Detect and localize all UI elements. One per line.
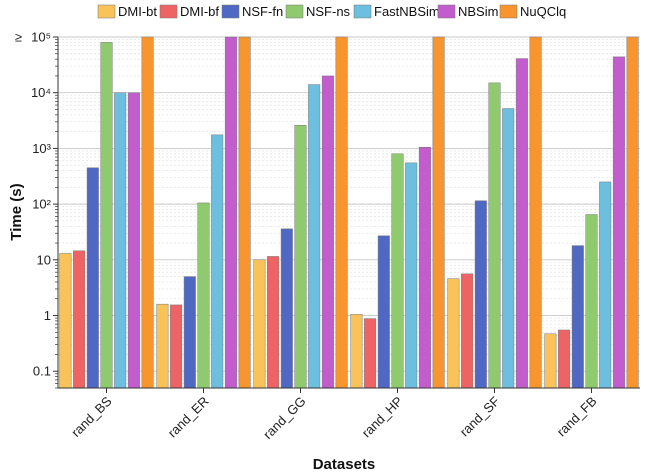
legend-label-FastNBSim: FastNBSim — [374, 4, 440, 19]
bar-FastNBSim-rand_BS — [114, 92, 127, 389]
bar-NSF-fn-rand_FB — [571, 245, 584, 389]
legend-label-NSF-ns: NSF-ns — [306, 4, 351, 19]
bar-DMI-bt-rand_ER — [156, 303, 169, 389]
bar-NuQClq-rand_GG — [335, 36, 348, 389]
legend-label-DMI-bf: DMI-bf — [180, 4, 219, 19]
x-tick-label: rand_ER — [165, 394, 212, 441]
legend-swatch-DMI-bt — [97, 4, 116, 19]
legend-swatch-FastNBSim — [353, 4, 372, 19]
bar-NSF-ns-rand_FB — [585, 214, 598, 389]
bar-NSF-fn-rand_ER — [183, 276, 196, 389]
legend-label-NSF-fn: NSF-fn — [242, 4, 283, 19]
bar-DMI-bt-rand_SF — [447, 278, 460, 389]
y-tick-label: 10 — [37, 252, 51, 267]
bar-NuQClq-rand_FB — [626, 36, 639, 389]
x-axis-ticks: rand_BS rand_ER rand_GG rand_HP rand_SF rand_… — [68, 388, 600, 442]
bar-DMI-bf-rand_FB — [558, 329, 571, 389]
bar-NuQClq-rand_BS — [141, 36, 154, 389]
bar-NSF-fn-rand_GG — [280, 228, 293, 389]
bar-DMI-bf-rand_SF — [461, 273, 474, 389]
bar-DMI-bt-rand_BS — [59, 253, 72, 389]
legend: DMI-bt DMI-bf NSF-fn NSF-ns FastNBSim NBSim Nu… — [97, 4, 566, 19]
bar-NBSim-rand_FB — [612, 56, 625, 389]
x-tick-label: rand_SF — [457, 393, 503, 439]
bar-NSF-ns-rand_GG — [294, 125, 307, 389]
bar-NSF-fn-rand_SF — [474, 200, 487, 389]
bar-NBSim-rand_GG — [321, 75, 334, 389]
bar-DMI-bt-rand_GG — [253, 259, 266, 389]
bar-NBSim-rand_HP — [418, 146, 431, 389]
x-tick-label: rand_HP — [359, 394, 406, 441]
y-tick-label: 10⁴ — [31, 85, 51, 100]
bar-NBSim-rand_ER — [224, 36, 237, 389]
bar-NuQClq-rand_SF — [529, 36, 542, 389]
bar-DMI-bf-rand_GG — [267, 256, 280, 389]
y-tick-label: 0.1 — [33, 364, 51, 379]
y-axis-label: Time (s) — [8, 183, 25, 240]
legend-swatch-NBSim — [437, 4, 456, 19]
legend-label-DMI-bt: DMI-bt — [118, 4, 157, 19]
legend-swatch-NSF-ns — [285, 4, 304, 19]
x-axis-label: Datasets — [313, 456, 376, 473]
bar-NSF-fn-rand_BS — [86, 167, 99, 389]
bar-NuQClq-rand_ER — [238, 36, 251, 389]
bar-NSF-ns-rand_ER — [197, 202, 210, 389]
bar-FastNBSim-rand_ER — [211, 134, 224, 389]
y-tick-label: 10³ — [32, 141, 51, 156]
y-tick-label: 10⁵ — [31, 30, 51, 45]
x-tick-label: rand_BS — [68, 393, 115, 440]
legend-label-NuQClq: NuQClq — [520, 4, 566, 19]
bar-NSF-ns-rand_HP — [391, 153, 404, 389]
bar-DMI-bf-rand_HP — [364, 318, 377, 389]
bar-FastNBSim-rand_HP — [405, 162, 418, 389]
bar-NuQClq-rand_HP — [432, 36, 445, 389]
legend-label-NBSim: NBSim — [458, 4, 498, 19]
legend-swatch-NSF-fn — [221, 4, 240, 19]
bar-NSF-ns-rand_SF — [488, 82, 501, 389]
bar-NSF-fn-rand_HP — [377, 235, 390, 389]
bars — [59, 36, 639, 389]
x-tick-label: rand_GG — [260, 394, 308, 442]
bar-FastNBSim-rand_SF — [502, 108, 515, 389]
x-tick-label: rand_FB — [554, 394, 600, 440]
bar-NSF-ns-rand_BS — [100, 42, 113, 389]
y-tick-label: 1 — [44, 308, 51, 323]
bar-FastNBSim-rand_GG — [308, 84, 321, 389]
bar-DMI-bf-rand_BS — [73, 250, 86, 389]
y-tick-label: 10² — [32, 197, 51, 212]
y-max-prefix: ≥ — [15, 30, 22, 45]
grid-lines — [58, 36, 640, 389]
bar-DMI-bt-rand_HP — [350, 314, 363, 389]
legend-swatch-NuQClq — [499, 4, 518, 19]
bar-DMI-bf-rand_ER — [170, 304, 183, 389]
y-axis-ticks: 0.1 1 10 10² 10³ 10⁴ 10⁵ ≥ — [15, 30, 58, 389]
bar-DMI-bt-rand_FB — [544, 333, 557, 389]
bar-NBSim-rand_BS — [127, 92, 140, 389]
legend-swatch-DMI-bf — [159, 4, 178, 19]
bar-FastNBSim-rand_FB — [599, 181, 612, 389]
bar-NBSim-rand_SF — [515, 58, 528, 389]
